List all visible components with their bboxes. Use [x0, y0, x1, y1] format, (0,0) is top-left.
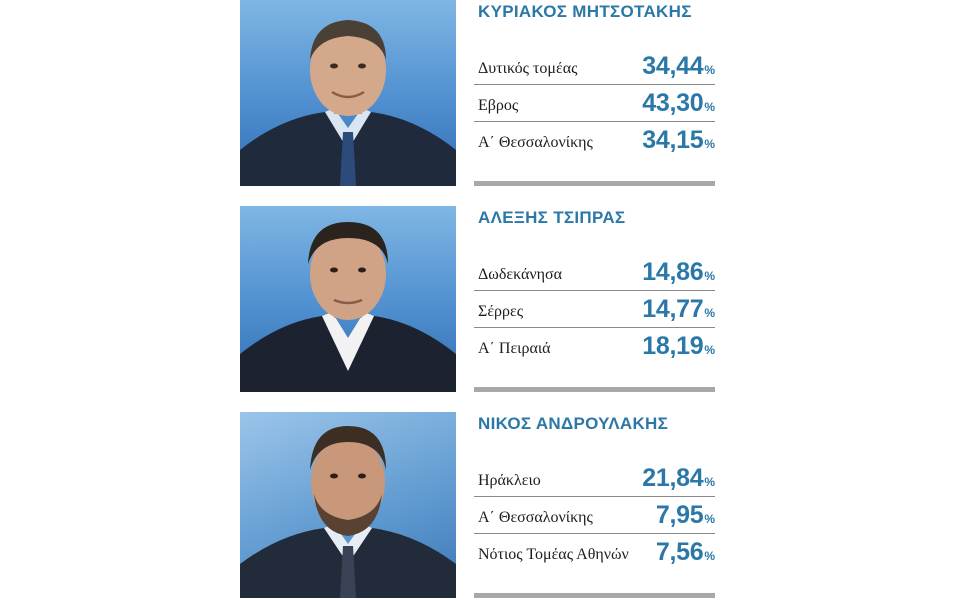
result-value: 18,19% [642, 332, 715, 361]
candidate-photo [240, 0, 456, 186]
percent-sign: % [704, 63, 715, 77]
divider-bar [474, 387, 715, 392]
percent-sign: % [704, 306, 715, 320]
divider-bar [474, 593, 715, 598]
candidate-info: ΑΛΕΞΗΣ ΤΣΙΠΡΑΣ Δωδεκάνησα 14,86% Σέρρες … [456, 206, 715, 392]
portrait-illustration [240, 222, 456, 392]
percent-sign: % [704, 512, 715, 526]
result-row: Νότιος Τομέας Αθηνών 7,56% [474, 534, 715, 570]
result-value: 21,84% [642, 464, 715, 493]
result-row: Δυτικός τομέας 34,44% [474, 48, 715, 85]
region-label: Α΄ Θεσσαλονίκης [478, 509, 593, 526]
percent-number: 7,56 [655, 538, 704, 566]
percent-number: 7,95 [655, 501, 704, 529]
result-value: 14,86% [642, 258, 715, 287]
region-label: Σέρρες [478, 303, 524, 320]
candidate-name: ΚΥΡΙΑΚΟΣ ΜΗΤΣΟΤΑΚΗΣ [478, 2, 692, 21]
percent-sign: % [704, 269, 715, 283]
region-label: Ηράκλειο [478, 472, 541, 489]
result-value: 34,44% [642, 52, 715, 81]
candidate-card: ΝΙΚΟΣ ΑΝΔΡΟΥΛΑΚΗΣ Ηράκλειο 21,84% Α΄ Θεσ… [240, 412, 715, 598]
result-value: 43,30% [642, 89, 715, 118]
candidate-card: ΑΛΕΞΗΣ ΤΣΙΠΡΑΣ Δωδεκάνησα 14,86% Σέρρες … [240, 206, 715, 392]
percent-sign: % [704, 137, 715, 151]
region-label: Νότιος Τομέας Αθηνών [478, 546, 629, 563]
percent-number: 18,19 [642, 332, 704, 360]
result-row: Α΄ Πειραιά 18,19% [474, 328, 715, 364]
result-value: 14,77% [642, 295, 715, 324]
percent-sign: % [704, 549, 715, 563]
candidate-card: ΚΥΡΙΑΚΟΣ ΜΗΤΣΟΤΑΚΗΣ Δυτικός τομέας 34,44… [240, 0, 715, 186]
region-label: Δωδεκάνησα [478, 266, 562, 283]
portrait-illustration [240, 20, 456, 186]
result-row: Δωδεκάνησα 14,86% [474, 254, 715, 291]
percent-sign: % [704, 343, 715, 357]
region-label: Εβρος [478, 97, 519, 114]
result-value: 7,95% [656, 501, 715, 530]
percent-sign: % [704, 100, 715, 114]
results-list: Δυτικός τομέας 34,44% Εβρος 43,30% Α΄ Θε… [474, 48, 715, 158]
result-row: Α΄ Θεσσαλονίκης 7,95% [474, 497, 715, 534]
region-label: Α΄ Πειραιά [478, 340, 551, 357]
percent-number: 43,30 [642, 89, 704, 117]
candidate-photo [240, 206, 456, 392]
result-value: 7,56% [656, 538, 715, 567]
candidate-name: ΑΛΕΞΗΣ ΤΣΙΠΡΑΣ [478, 208, 626, 227]
percent-number: 34,44 [642, 52, 704, 80]
divider-bar [474, 181, 715, 186]
results-list: Ηράκλειο 21,84% Α΄ Θεσσαλονίκης 7,95% Νό… [474, 460, 715, 570]
candidate-info: ΝΙΚΟΣ ΑΝΔΡΟΥΛΑΚΗΣ Ηράκλειο 21,84% Α΄ Θεσ… [456, 412, 715, 598]
result-row: Α΄ Θεσσαλονίκης 34,15% [474, 122, 715, 158]
candidate-name: ΝΙΚΟΣ ΑΝΔΡΟΥΛΑΚΗΣ [478, 414, 669, 433]
percent-number: 21,84 [642, 464, 704, 492]
portrait-illustration [240, 426, 456, 598]
region-label: Α΄ Θεσσαλονίκης [478, 134, 593, 151]
percent-number: 14,86 [642, 258, 704, 286]
result-value: 34,15% [642, 126, 715, 155]
result-row: Ηράκλειο 21,84% [474, 460, 715, 497]
result-row: Σέρρες 14,77% [474, 291, 715, 328]
region-label: Δυτικός τομέας [478, 60, 578, 77]
result-row: Εβρος 43,30% [474, 85, 715, 122]
percent-number: 34,15 [642, 126, 704, 154]
results-list: Δωδεκάνησα 14,86% Σέρρες 14,77% Α΄ Πειρα… [474, 254, 715, 364]
candidate-photo [240, 412, 456, 598]
candidate-info: ΚΥΡΙΑΚΟΣ ΜΗΤΣΟΤΑΚΗΣ Δυτικός τομέας 34,44… [456, 0, 715, 186]
percent-number: 14,77 [642, 295, 704, 323]
percent-sign: % [704, 475, 715, 489]
